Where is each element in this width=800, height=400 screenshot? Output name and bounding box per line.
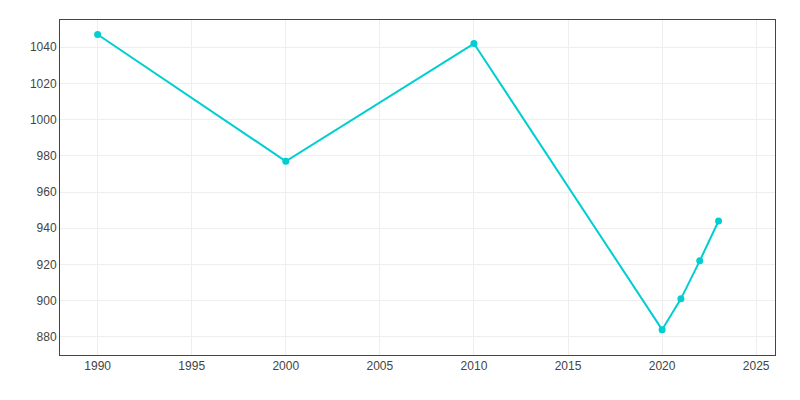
svg-text:880: 880 [37,330,57,344]
svg-text:2005: 2005 [367,359,394,373]
svg-text:2015: 2015 [555,359,582,373]
svg-text:1995: 1995 [178,359,205,373]
svg-text:2000: 2000 [272,359,299,373]
svg-text:940: 940 [37,221,57,235]
svg-text:1040: 1040 [30,40,57,54]
svg-text:900: 900 [37,294,57,308]
svg-text:960: 960 [37,185,57,199]
svg-text:2020: 2020 [649,359,676,373]
svg-text:1990: 1990 [84,359,111,373]
svg-text:920: 920 [37,258,57,272]
svg-text:980: 980 [37,149,57,163]
svg-text:2010: 2010 [461,359,488,373]
svg-text:1020: 1020 [30,77,57,91]
svg-text:1000: 1000 [30,113,57,127]
svg-text:2025: 2025 [743,359,770,373]
